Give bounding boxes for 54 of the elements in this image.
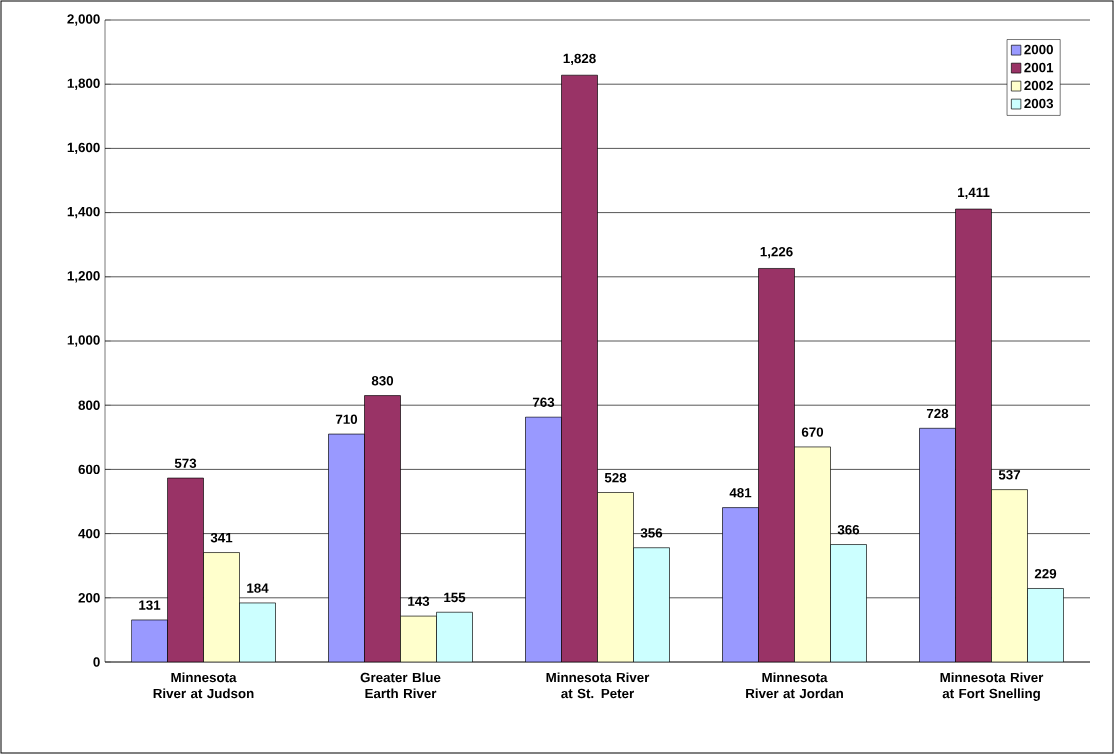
y-tick-label: 400 bbox=[78, 528, 100, 539]
data-label: 229 bbox=[1034, 568, 1057, 579]
bar bbox=[364, 395, 401, 662]
bar bbox=[722, 507, 759, 662]
data-label: 537 bbox=[998, 470, 1021, 480]
bar bbox=[794, 446, 831, 662]
data-label: 366 bbox=[837, 524, 860, 535]
legend-label: 2002 bbox=[1024, 80, 1053, 91]
x-tick-label: Minnesota River at Judson bbox=[153, 672, 254, 699]
y-tick-label: 1,000 bbox=[67, 335, 100, 347]
y-tick-label: 600 bbox=[78, 464, 100, 475]
bar bbox=[328, 433, 365, 662]
bar bbox=[919, 427, 956, 662]
data-label: 1,411 bbox=[958, 187, 990, 199]
data-label: 728 bbox=[926, 408, 949, 419]
y-tick-label: 1,400 bbox=[67, 206, 100, 219]
bar bbox=[758, 268, 795, 662]
legend-label: 2000 bbox=[1024, 44, 1053, 55]
y-tick-label: 200 bbox=[78, 593, 100, 603]
data-label: 131 bbox=[139, 600, 161, 610]
data-label: 1,226 bbox=[760, 246, 793, 259]
x-tick-label: Minnesota River at Jordan bbox=[746, 672, 843, 699]
data-label: 710 bbox=[335, 414, 358, 424]
y-tick-label: 1,200 bbox=[67, 271, 100, 283]
bar bbox=[991, 489, 1028, 662]
bar bbox=[167, 477, 204, 662]
bar bbox=[955, 208, 992, 662]
data-label: 184 bbox=[247, 583, 269, 593]
data-label: 1,828 bbox=[563, 53, 596, 66]
data-label: 143 bbox=[408, 596, 430, 606]
legend-label: 2003 bbox=[1024, 98, 1054, 109]
data-label: 528 bbox=[604, 472, 627, 483]
data-label: 155 bbox=[444, 592, 466, 603]
x-tick-label: Greater Blue Earth River bbox=[360, 672, 441, 699]
x-tick-label: Minnesota River at Fort Snelling bbox=[940, 672, 1044, 701]
y-tick-label: 800 bbox=[78, 400, 100, 410]
bar bbox=[597, 492, 634, 662]
data-label: 341 bbox=[210, 532, 233, 543]
y-tick-label: 1,600 bbox=[67, 142, 100, 155]
data-label: 763 bbox=[532, 397, 555, 407]
data-label: 573 bbox=[174, 458, 197, 468]
y-tick-label: 1,800 bbox=[67, 78, 100, 90]
bar bbox=[400, 615, 437, 662]
y-tick-label: 2,000 bbox=[67, 14, 100, 26]
x-tick-label: Minnesota River at St. Peter bbox=[546, 672, 650, 699]
data-label: 481 bbox=[729, 488, 752, 498]
data-label: 670 bbox=[801, 427, 824, 437]
bar bbox=[203, 552, 240, 662]
bar bbox=[525, 416, 562, 662]
bar bbox=[131, 619, 168, 662]
bar bbox=[561, 74, 598, 662]
data-label: 830 bbox=[371, 376, 394, 386]
legend-label: 2001 bbox=[1024, 62, 1054, 73]
y-tick-label: 0 bbox=[93, 657, 100, 667]
